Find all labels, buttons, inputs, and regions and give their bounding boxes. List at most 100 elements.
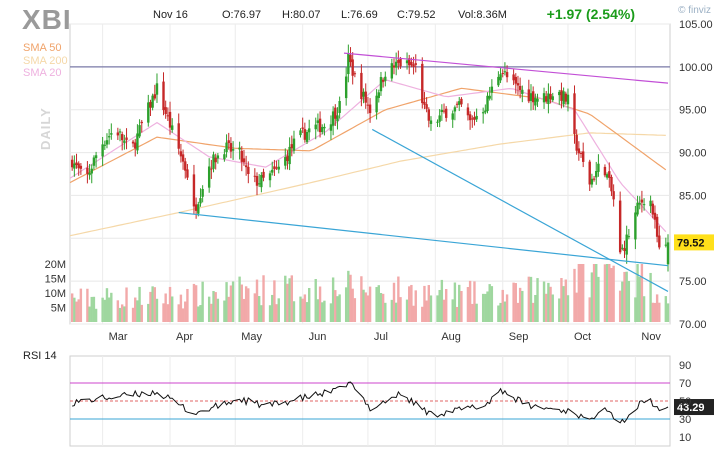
candle-body [360, 72, 363, 100]
volume-bar [564, 279, 567, 322]
volume-bar [429, 295, 433, 322]
candle-body [618, 200, 622, 253]
price-tick-label: 85.00 [679, 190, 707, 202]
volume-bar [621, 281, 624, 322]
rsi-tick-label: 10 [679, 432, 691, 444]
candle-body [105, 140, 109, 145]
candle-body [290, 144, 294, 149]
candle-body [366, 104, 370, 106]
rsi-tick-label: 90 [679, 360, 691, 372]
volume-bar [88, 306, 91, 322]
volume-bar [162, 303, 165, 322]
legend-sma200: SMA 200 [23, 55, 68, 67]
volume-bar [75, 301, 78, 322]
volume-bar [268, 305, 272, 322]
candle-body [227, 140, 230, 144]
volume-bar [390, 299, 394, 322]
volume-bar [305, 302, 309, 322]
candle-body [314, 124, 317, 130]
quote-close: C:79.52 [397, 9, 436, 21]
volume-bar [427, 285, 430, 322]
volume-bar [595, 264, 598, 322]
candle-body [381, 79, 385, 82]
candle-body [303, 129, 307, 140]
volume-bar [610, 268, 613, 322]
volume-bar [214, 292, 217, 322]
candle-body [640, 199, 644, 203]
rsi-title: RSI 14 [23, 350, 57, 362]
sma200-line [69, 132, 666, 237]
volume-bar [179, 294, 183, 322]
candle-body [590, 178, 594, 185]
volume-tick-label: 10M [45, 288, 66, 300]
volume-bar [140, 304, 143, 322]
volume-bar [229, 285, 233, 322]
volume-bar [460, 290, 463, 322]
quote-low: L:76.69 [341, 9, 378, 21]
volume-bar [192, 283, 196, 322]
volume-tick-label: 20M [45, 259, 66, 271]
volume-bar [623, 271, 626, 322]
candle-body [471, 118, 474, 120]
volume-bar [405, 299, 409, 322]
volume-bar [225, 282, 228, 322]
candle-body [377, 92, 380, 98]
volume-bar [638, 277, 641, 322]
candle-body [468, 114, 472, 121]
candle-body [75, 162, 78, 165]
volume-bar [240, 284, 243, 322]
candle-body [531, 91, 535, 103]
candle-body [564, 93, 567, 102]
volume-bar [94, 308, 98, 322]
candle-body [260, 174, 263, 188]
candle-body [131, 141, 135, 144]
volume-bar [653, 302, 657, 322]
volume-bar [475, 303, 478, 322]
finviz-brand[interactable]: © finviz [678, 5, 711, 16]
volume-bar [655, 294, 659, 322]
rsi-tick-label: 50 [679, 396, 691, 408]
volume-bar [255, 279, 259, 322]
volume-bar [436, 295, 439, 322]
volume-bar [542, 281, 546, 322]
rsi-tick-label: 30 [679, 414, 691, 426]
candle-body [518, 85, 522, 91]
candle-body [453, 107, 457, 112]
volume-bar [120, 304, 124, 322]
candle-body [392, 65, 396, 68]
candle-body [331, 111, 335, 126]
candle-body [231, 149, 235, 151]
candle-body [223, 154, 226, 160]
volume-bar [505, 294, 509, 322]
candle-body [94, 155, 98, 159]
volume-bar [347, 270, 350, 322]
volume-bar [366, 295, 370, 322]
volume-bar [551, 294, 554, 322]
volume-bar [592, 264, 596, 322]
candle-body [625, 234, 628, 255]
volume-bar [125, 287, 128, 322]
candle-body [168, 111, 172, 128]
volume-bar [136, 300, 139, 322]
candle-body [573, 93, 576, 134]
volume-bar [410, 284, 413, 322]
rsi-value-box [674, 399, 714, 416]
candle-body [597, 163, 600, 172]
volume-bar [242, 298, 246, 322]
volume-bar [329, 303, 333, 322]
volume-bar [649, 272, 652, 322]
volume-bar [466, 287, 470, 322]
price-tick-label: 95.00 [679, 105, 707, 117]
volume-bar [123, 306, 126, 322]
candle-body [292, 138, 296, 151]
volume-bar [438, 290, 441, 322]
volume-bar [536, 278, 539, 322]
quote-date: Nov 16 [153, 9, 188, 21]
candle-body [636, 202, 639, 215]
candle-body [255, 176, 259, 186]
month-label: Apr [176, 331, 193, 343]
candle-body [244, 165, 248, 168]
candle-body [514, 76, 517, 84]
volume-bar [86, 288, 89, 322]
